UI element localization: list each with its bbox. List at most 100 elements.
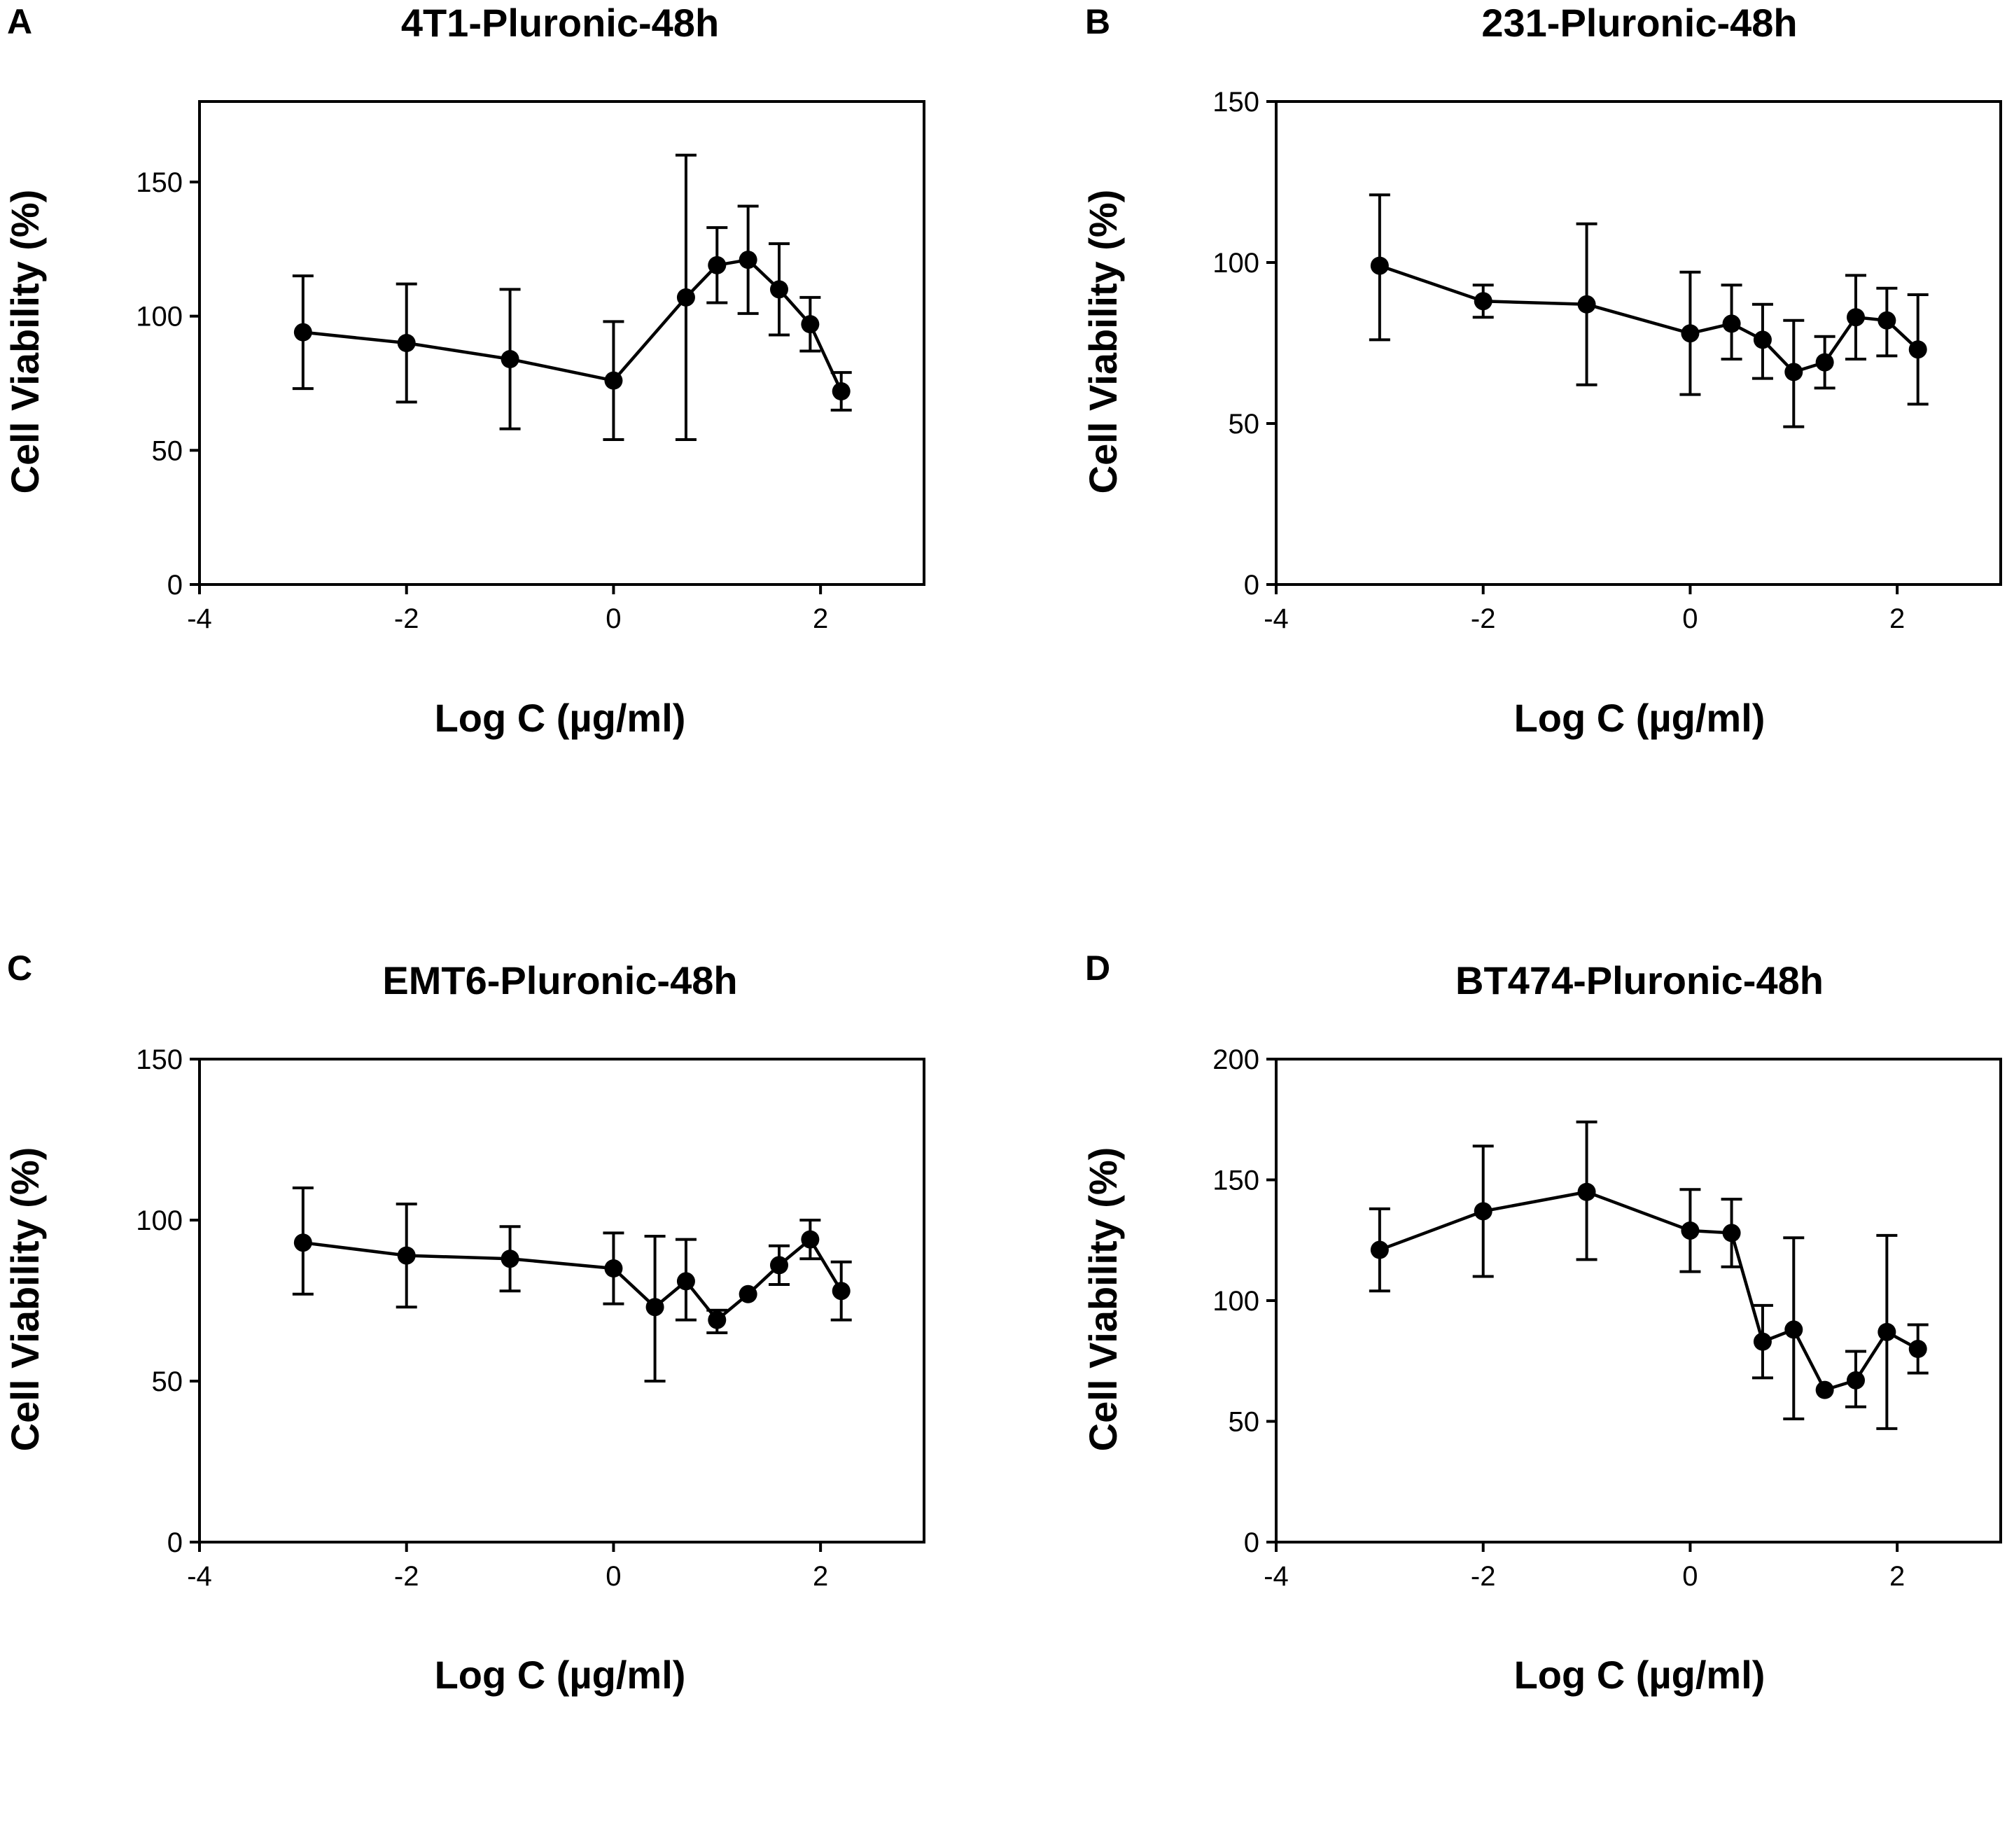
data-marks — [1369, 193, 1929, 428]
y-tick-label: 0 — [1244, 570, 1259, 601]
data-point — [397, 334, 416, 352]
chart-title: BT474-Pluronic-48h — [1455, 958, 1824, 1002]
axis-ticks: -4 -2 0 2 0 50 100 150 — [136, 1044, 828, 1592]
y-tick-label: 100 — [136, 302, 183, 332]
y-tick-label: 50 — [152, 1366, 183, 1397]
panel-a: A 4T1-Pluronic-48h Log C (µg/ml) Cell Vi… — [3, 1, 925, 740]
x-tick-label: 2 — [1889, 1561, 1905, 1592]
y-tick-label: 50 — [152, 435, 183, 466]
series-line — [302, 1238, 843, 1322]
data-point — [1370, 1240, 1389, 1259]
axis-ticks: -4 -2 0 2 0 50 100 150 — [136, 167, 828, 634]
axis-ticks: -4 -2 0 2 0 50 100 150 — [1212, 87, 1905, 634]
data-point — [770, 1256, 788, 1275]
data-point — [1474, 292, 1492, 311]
plot-frame — [198, 1058, 925, 1544]
y-tick-label: 150 — [1212, 87, 1259, 118]
y-tick-label: 200 — [1212, 1044, 1259, 1075]
data-point — [293, 1233, 312, 1252]
y-tick-label: 150 — [136, 167, 183, 198]
data-point — [645, 1298, 664, 1317]
data-point — [397, 1246, 416, 1265]
data-point — [676, 288, 695, 307]
data-point — [1722, 1224, 1741, 1242]
panel-c: C EMT6-Pluronic-48h Log C (µg/ml) Cell V… — [3, 948, 925, 1697]
plot-frame — [198, 100, 925, 586]
data-marks — [292, 1186, 852, 1382]
panel-b: B 231-Pluronic-48h Log C (µg/ml) Cell Vi… — [1081, 1, 2002, 740]
data-point — [604, 1259, 623, 1278]
y-axis-label: Cell Viability (%) — [1081, 190, 1125, 494]
axis-ticks: -4 -2 0 2 0 50 100 150 200 — [1212, 1044, 1905, 1592]
data-point — [1722, 314, 1741, 333]
x-tick-label: -4 — [187, 603, 212, 634]
x-tick-label: -4 — [1264, 603, 1289, 634]
x-axis-label: Log C (µg/ml) — [1514, 696, 1765, 740]
x-tick-label: 0 — [606, 603, 621, 634]
x-tick-label: -2 — [394, 1561, 419, 1592]
panel-letter: A — [7, 2, 32, 41]
data-point — [1577, 295, 1596, 314]
chart-title: EMT6-Pluronic-48h — [382, 958, 737, 1002]
series-line — [1379, 1190, 1919, 1392]
data-point — [1681, 1221, 1700, 1240]
x-tick-label: -4 — [187, 1561, 212, 1592]
data-point — [1577, 1182, 1596, 1201]
y-axis-label: Cell Viability (%) — [1081, 1147, 1125, 1452]
data-point — [801, 315, 820, 334]
x-tick-label: 0 — [606, 1561, 621, 1592]
x-axis-label: Log C (µg/ml) — [435, 1653, 686, 1697]
data-point — [708, 255, 727, 274]
series-line — [302, 258, 843, 392]
x-tick-label: 0 — [1682, 1561, 1698, 1592]
data-point — [739, 1284, 757, 1303]
x-tick-label: 2 — [813, 1561, 828, 1592]
x-tick-label: -2 — [1471, 603, 1496, 634]
data-point — [676, 1272, 695, 1291]
series-line — [1379, 264, 1919, 374]
x-tick-label: -2 — [1471, 1561, 1496, 1592]
data-point — [1681, 324, 1700, 343]
data-marks — [1369, 1120, 1929, 1430]
x-tick-label: 2 — [813, 603, 828, 634]
data-point — [1784, 363, 1803, 382]
y-tick-label: 0 — [167, 1527, 183, 1558]
y-tick-label: 150 — [1212, 1166, 1259, 1196]
data-point — [1847, 1371, 1865, 1390]
y-tick-label: 0 — [167, 570, 183, 601]
data-point — [1753, 1332, 1772, 1351]
data-point — [1753, 330, 1772, 349]
chart-title: 231-Pluronic-48h — [1481, 1, 1797, 45]
data-point — [832, 382, 851, 400]
y-tick-label: 100 — [136, 1205, 183, 1236]
data-point — [1908, 340, 1927, 359]
data-point — [1877, 1322, 1896, 1341]
y-tick-label: 0 — [1244, 1527, 1259, 1558]
data-point — [1815, 353, 1834, 372]
data-point — [739, 251, 757, 270]
panel-letter: B — [1085, 2, 1110, 41]
data-point — [501, 1250, 519, 1268]
x-axis-label: Log C (µg/ml) — [1514, 1653, 1765, 1697]
x-tick-label: -2 — [394, 603, 419, 634]
data-point — [770, 280, 788, 299]
chart-title: 4T1-Pluronic-48h — [401, 1, 719, 45]
x-tick-label: 0 — [1682, 603, 1698, 634]
data-point — [708, 1310, 727, 1329]
data-point — [1815, 1380, 1834, 1399]
panel-letter: C — [7, 948, 32, 988]
panel-letter: D — [1085, 948, 1110, 988]
panel-d: D BT474-Pluronic-48h Log C (µg/ml) Cell … — [1081, 948, 2002, 1697]
data-point — [1908, 1340, 1927, 1358]
y-tick-label: 100 — [1212, 248, 1259, 279]
y-tick-label: 50 — [1229, 409, 1260, 440]
data-marks — [292, 153, 852, 441]
x-tick-label: -4 — [1264, 1561, 1289, 1592]
y-tick-label: 50 — [1229, 1407, 1260, 1438]
data-point — [1370, 256, 1389, 275]
data-point — [501, 350, 519, 368]
y-axis-label: Cell Viability (%) — [3, 1147, 47, 1452]
x-axis-label: Log C (µg/ml) — [435, 696, 686, 740]
y-axis-label: Cell Viability (%) — [3, 190, 47, 494]
